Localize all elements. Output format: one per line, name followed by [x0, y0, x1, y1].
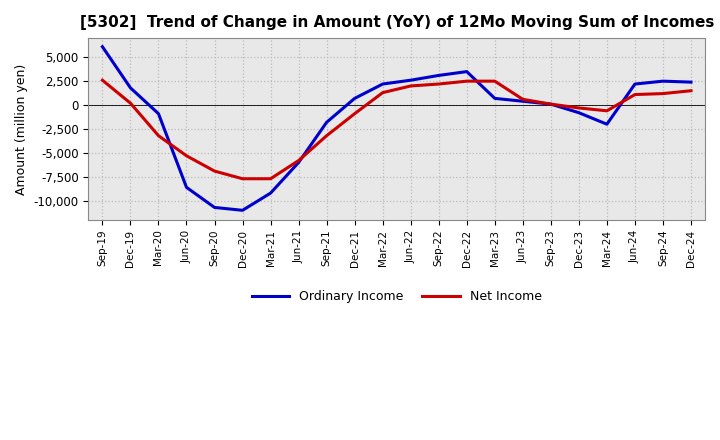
Net Income — [462, 78, 471, 84]
Net Income — [266, 176, 275, 181]
Net Income — [575, 105, 583, 110]
Ordinary Income — [518, 99, 527, 104]
Net Income — [182, 153, 191, 158]
Ordinary Income — [462, 69, 471, 74]
Net Income — [126, 100, 135, 106]
Net Income — [434, 81, 443, 87]
Ordinary Income — [546, 102, 555, 107]
Ordinary Income — [98, 44, 107, 49]
Net Income — [351, 111, 359, 116]
Net Income — [518, 97, 527, 102]
Title: [5302]  Trend of Change in Amount (YoY) of 12Mo Moving Sum of Incomes: [5302] Trend of Change in Amount (YoY) o… — [79, 15, 714, 30]
Net Income — [406, 83, 415, 88]
Net Income — [659, 91, 667, 96]
Net Income — [631, 92, 639, 97]
Line: Net Income: Net Income — [102, 80, 691, 179]
Line: Ordinary Income: Ordinary Income — [102, 47, 691, 210]
Ordinary Income — [238, 208, 247, 213]
Ordinary Income — [659, 78, 667, 84]
Net Income — [603, 108, 611, 114]
Ordinary Income — [575, 110, 583, 115]
Net Income — [294, 158, 303, 163]
Ordinary Income — [379, 81, 387, 87]
Ordinary Income — [154, 111, 163, 116]
Net Income — [490, 78, 499, 84]
Ordinary Income — [603, 121, 611, 127]
Ordinary Income — [687, 80, 696, 85]
Ordinary Income — [266, 191, 275, 196]
Net Income — [546, 102, 555, 107]
Net Income — [98, 77, 107, 83]
Ordinary Income — [126, 85, 135, 91]
Y-axis label: Amount (million yen): Amount (million yen) — [15, 63, 28, 194]
Ordinary Income — [323, 120, 331, 125]
Net Income — [210, 169, 219, 174]
Net Income — [323, 133, 331, 138]
Ordinary Income — [351, 96, 359, 101]
Net Income — [238, 176, 247, 181]
Ordinary Income — [434, 73, 443, 78]
Net Income — [379, 90, 387, 95]
Ordinary Income — [631, 81, 639, 87]
Legend: Ordinary Income, Net Income: Ordinary Income, Net Income — [247, 285, 546, 308]
Ordinary Income — [182, 185, 191, 190]
Net Income — [154, 133, 163, 138]
Ordinary Income — [406, 77, 415, 83]
Ordinary Income — [490, 96, 499, 101]
Net Income — [687, 88, 696, 93]
Ordinary Income — [294, 160, 303, 165]
Ordinary Income — [210, 205, 219, 210]
